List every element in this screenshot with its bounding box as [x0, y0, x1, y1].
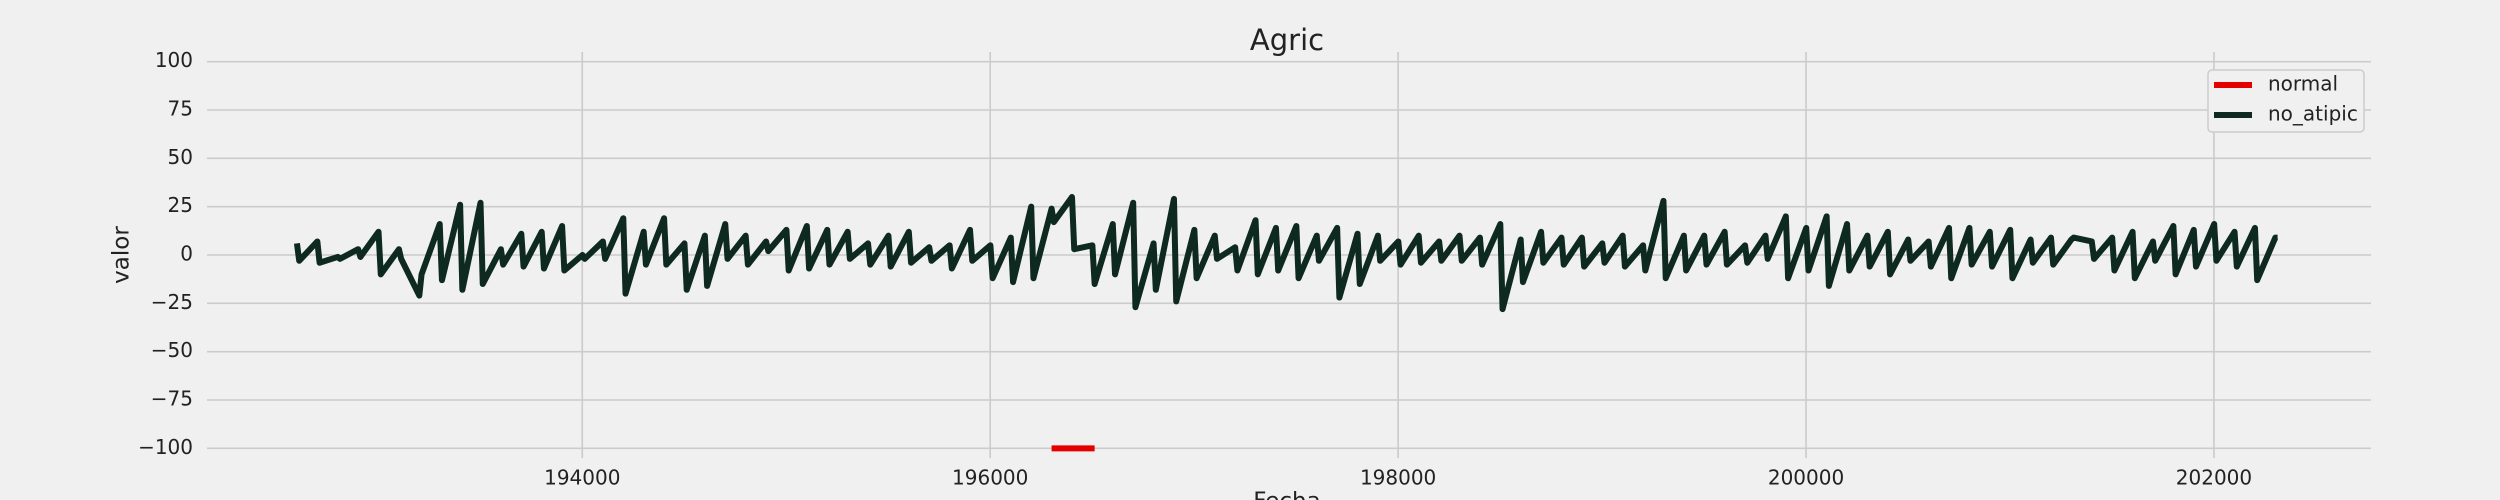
plot-area	[293, 194, 2279, 452]
x-axis-label: Fecha	[1253, 489, 1320, 500]
x-tick-label: 196000	[952, 466, 1028, 490]
y-tick-label: −75	[151, 387, 193, 411]
y-tick-label: 100	[155, 48, 193, 72]
legend: normal no_atipic	[2207, 69, 2365, 133]
y-tick-label: 50	[168, 145, 193, 169]
y-tick-label: −25	[151, 290, 193, 314]
chart-title: Agric	[1250, 23, 1324, 57]
y-tick-label: 25	[168, 193, 193, 217]
series-line	[293, 194, 2279, 313]
y-tick-label: 75	[168, 97, 193, 121]
x-tick-label: 198000	[1360, 466, 1436, 490]
x-tick-label: 202000	[2176, 466, 2252, 490]
x-tick-label: 194000	[544, 466, 620, 490]
y-tick-label: −50	[151, 338, 193, 362]
legend-label: no_atipic	[2268, 102, 2358, 126]
x-tick-label: 200000	[1768, 466, 1844, 490]
y-tick-label: 0	[180, 242, 193, 266]
y-axis-label: valor	[109, 226, 135, 284]
legend-label: normal	[2268, 72, 2338, 96]
y-tick-label: −100	[138, 435, 193, 459]
